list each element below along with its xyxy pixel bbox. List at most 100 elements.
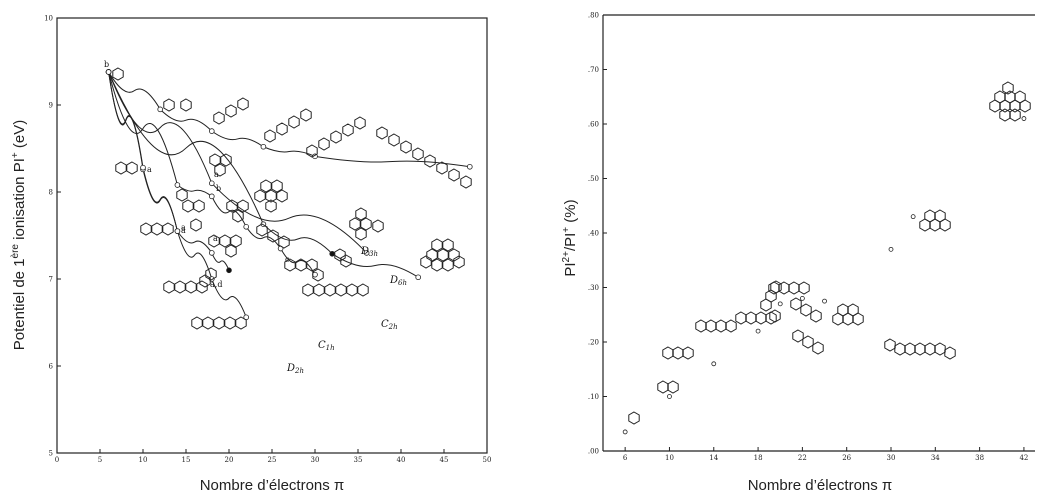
molecule-long-acene-icon — [884, 338, 896, 352]
molecule-hexacene-icon — [302, 283, 314, 297]
right-x-tick-label: 38 — [975, 454, 984, 462]
right-y-tick-label: .80 — [588, 12, 599, 20]
left-data-point — [363, 250, 370, 256]
right-x-tick-label: 18 — [754, 454, 763, 462]
right-x-tick-label: 10 — [665, 454, 674, 462]
molecule-benzene-icon — [628, 411, 640, 425]
right-x-tick-label: 26 — [842, 454, 851, 462]
svg-text:b: b — [216, 184, 221, 193]
left-data-point — [174, 182, 181, 188]
svg-text:D6h: D6h — [389, 275, 407, 287]
molecule-picene-icon — [792, 329, 804, 343]
left-data-point — [209, 193, 215, 200]
svg-text:a,d: a,d — [210, 280, 222, 289]
right-y-tick-label: .30 — [588, 284, 599, 292]
right-data-point — [755, 328, 761, 334]
left-x-axis-label: Nombre d’électrons π — [200, 477, 345, 494]
svg-text:C1h: C1h — [318, 340, 335, 352]
molecule-hexacene-icon — [769, 309, 781, 323]
molecule-benzo-icon — [790, 297, 802, 311]
svg-text:a: a — [181, 223, 186, 232]
right-y-tick-label: .20 — [588, 339, 599, 347]
right-data-point — [822, 298, 827, 304]
right-x-tick-label: 42 — [1019, 454, 1028, 462]
right-x-ticks: 6 10 14 18 22 26 30 34 38 42 — [623, 447, 1028, 462]
right-x-tick-label: 34 — [931, 454, 940, 462]
left-curve-phenyl — [108, 71, 470, 168]
left-x-tick-label: 50 — [483, 456, 492, 464]
left-data-point — [174, 228, 181, 234]
molecule-anthracene-icon — [140, 222, 152, 236]
molecule-quaterphenyl-icon — [264, 129, 276, 143]
left-curve-C2h — [108, 71, 316, 275]
left-data-point — [140, 164, 146, 171]
left-data-point — [105, 69, 112, 75]
right-x-tick-label: 30 — [887, 454, 896, 462]
left-y-tick-label: 7 — [49, 276, 53, 284]
molecule-circumcoronene-icon — [431, 238, 443, 252]
left-data-point — [243, 224, 250, 230]
molecule-pyrene-icon — [209, 153, 221, 167]
left-data-point — [157, 106, 164, 113]
molecule-benzene-icon — [112, 67, 124, 81]
molecule-small-cluster-icon — [334, 248, 346, 262]
molecule-phenanthrene-icon — [176, 188, 188, 202]
svg-text:a: a — [214, 170, 219, 179]
left-x-tick-label: 45 — [440, 456, 449, 464]
right-chart: .00 .10 .20 .30 .40 .50 .60 .70 .80 6 10 14 18 22 26 3… — [561, 12, 1035, 494]
molecule-biphenyl-icon — [163, 98, 175, 112]
left-y-tick-label: 5 — [49, 450, 53, 458]
molecule-anthracene-icon — [662, 346, 674, 360]
left-points — [105, 69, 473, 321]
right-y-tick-label: .40 — [588, 230, 599, 238]
left-y-tick-label: 9 — [49, 102, 53, 110]
left-x-tick-label: 5 — [98, 456, 102, 464]
left-x-tick-label: 30 — [311, 456, 320, 464]
molecule-cluster-a-icon — [190, 218, 202, 232]
svg-text:a: a — [181, 226, 186, 235]
left-y-axis-label: Potentiel de 1ère ionisation PI+ (eV) — [10, 120, 28, 350]
right-data-point — [888, 246, 894, 252]
left-y-ticks: 5 6 7 8 9 10 — [44, 15, 61, 458]
left-x-tick-label: 25 — [268, 456, 277, 464]
left-x-tick-label: 40 — [397, 456, 406, 464]
left-data-point — [415, 274, 422, 281]
right-data-point — [622, 429, 628, 435]
right-y-tick-label: .10 — [588, 393, 599, 401]
right-x-tick-label: 6 — [623, 454, 628, 462]
right-y-axis-label: PI2+/PI+ (%) — [561, 199, 579, 276]
left-y-tick-label: 10 — [44, 15, 53, 23]
left-x-ticks: 0 5 10 15 20 25 30 35 40 45 50 — [55, 449, 492, 464]
molecule-coronene-small-icon — [260, 179, 272, 193]
svg-text:c: c — [285, 255, 290, 264]
left-data-point — [312, 271, 318, 278]
right-molecule-drawings — [628, 81, 1031, 425]
molecule-terphenyl-icon — [213, 111, 225, 125]
left-y-tick-label: 8 — [49, 189, 53, 197]
right-y-tick-label: .70 — [588, 66, 599, 74]
left-x-tick-label: 15 — [182, 456, 191, 464]
right-y-tick-label: .50 — [588, 175, 599, 183]
svg-text:a: a — [213, 234, 218, 243]
right-data-point — [799, 295, 805, 301]
right-x-tick-label: 22 — [798, 454, 807, 462]
molecule-tetracene-icon — [163, 280, 175, 294]
right-x-axis-label: Nombre d’électrons π — [748, 477, 893, 494]
left-curve-labels: b a a b a a a a,d c D3h D6h C2h C1h D2h — [104, 60, 407, 375]
left-data-point — [466, 163, 473, 170]
molecule-naphthalene-icon — [657, 380, 669, 394]
left-x-tick-label: 20 — [225, 456, 234, 464]
right-data-point — [910, 214, 916, 220]
right-x-tick-label: 14 — [709, 454, 718, 462]
left-curve-D6h — [108, 71, 419, 278]
left-x-tick-label: 0 — [55, 456, 59, 464]
svg-text:D3h: D3h — [360, 246, 378, 258]
right-y-tick-label: .00 — [588, 448, 599, 456]
left-data-point — [209, 180, 215, 187]
svg-text:C2h: C2h — [381, 319, 398, 331]
molecule-sexiphenyl-icon — [376, 126, 388, 140]
molecule-pentacene-icon — [735, 311, 747, 325]
left-data-point — [209, 250, 215, 256]
left-data-point — [226, 267, 232, 274]
